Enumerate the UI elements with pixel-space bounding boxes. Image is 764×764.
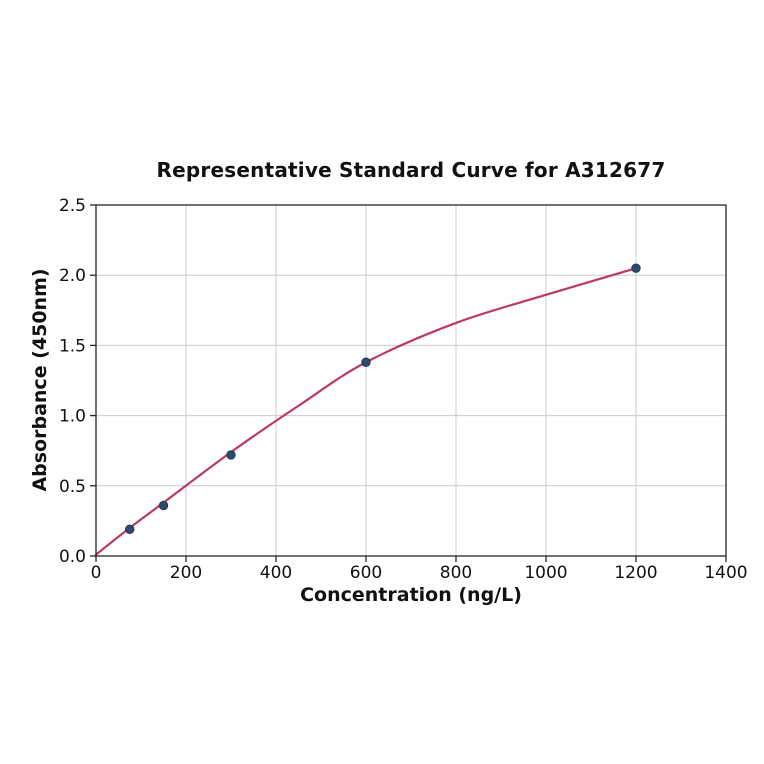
x-axis-label: Concentration (ng/L) xyxy=(300,584,522,606)
data-point xyxy=(158,500,169,511)
x-tick-label: 800 xyxy=(440,563,472,583)
x-tick-label: 1400 xyxy=(704,563,747,583)
data-point xyxy=(361,357,371,367)
x-tick-label: 200 xyxy=(170,563,202,583)
data-point xyxy=(631,263,641,273)
x-tick-label: 400 xyxy=(260,563,292,583)
plot-border xyxy=(95,204,727,557)
data-point xyxy=(125,524,135,535)
fit-curve xyxy=(94,267,638,556)
y-tick-label: 1.0 xyxy=(59,407,86,427)
y-tick-label: 2.5 xyxy=(59,196,86,216)
data-point xyxy=(226,450,236,460)
y-tick-label: 2.0 xyxy=(59,266,86,286)
chart-title: Representative Standard Curve for A31267… xyxy=(156,158,666,182)
x-tick-label: 1200 xyxy=(614,563,657,583)
x-tick-label: 0 xyxy=(91,563,102,583)
x-tick-label: 600 xyxy=(350,563,382,583)
y-tick-label: 0.0 xyxy=(59,547,86,567)
y-tick-label: 0.5 xyxy=(59,477,86,497)
y-tick-label: 1.5 xyxy=(59,336,86,356)
x-tick-label: 1000 xyxy=(524,563,567,583)
